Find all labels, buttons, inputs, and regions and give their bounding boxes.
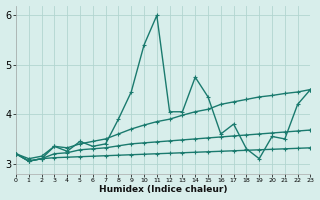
X-axis label: Humidex (Indice chaleur): Humidex (Indice chaleur) <box>99 185 228 194</box>
